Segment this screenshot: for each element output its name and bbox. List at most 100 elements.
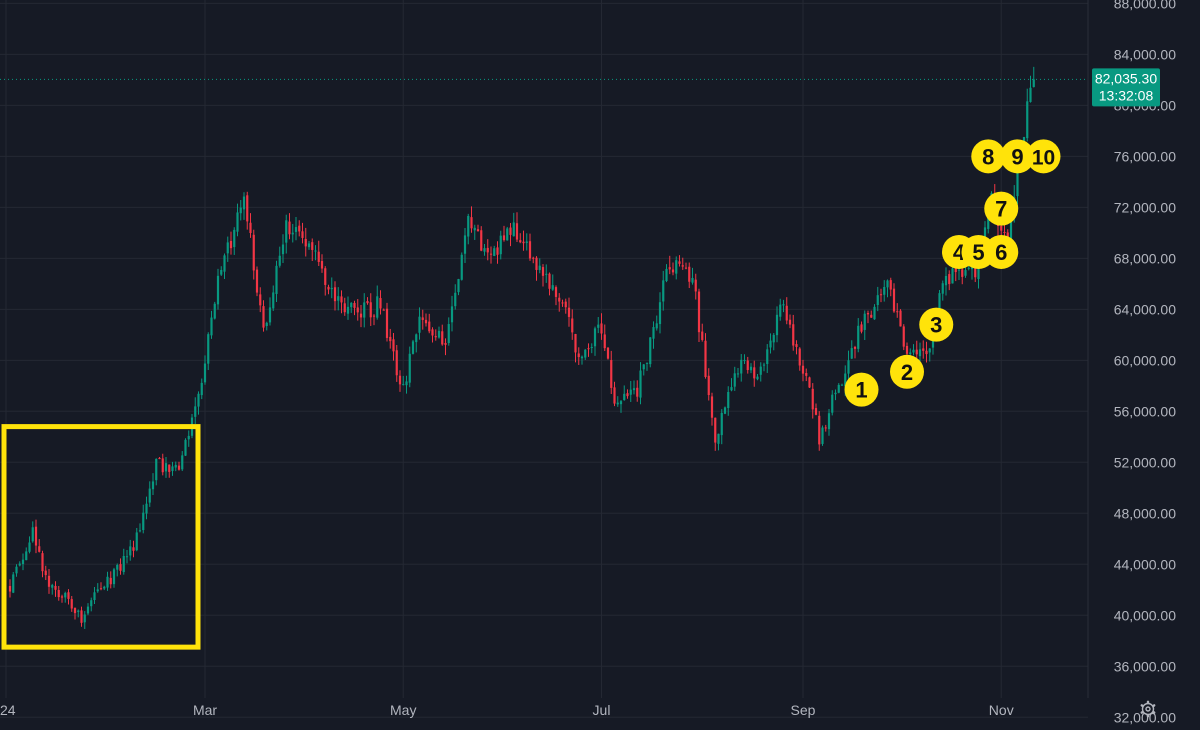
candle [278,246,281,268]
candle [678,255,681,267]
last-price-countdown: 13:32:08 [1099,87,1154,103]
candle [51,583,54,595]
candle [415,333,418,353]
candle [226,236,229,262]
y-tick-label: 76,000.00 [1114,148,1176,164]
candle [785,297,788,325]
candle [704,333,707,379]
candle [44,565,47,580]
candle [119,558,122,575]
candle [587,343,590,357]
candle [12,571,15,594]
svg-text:3: 3 [930,313,942,338]
candle [252,229,255,280]
candle [28,536,31,554]
candle [275,260,278,303]
gear-icon[interactable] [1140,700,1156,718]
candle [600,313,603,340]
candle [905,342,909,358]
candle [220,266,223,277]
candle [561,299,564,307]
candle [610,350,613,395]
candle [34,519,38,554]
svg-text:6: 6 [995,240,1007,265]
candle [746,356,749,374]
candle [551,274,554,291]
candle [337,287,340,311]
candle [246,191,249,230]
candle [151,473,155,496]
candle [655,315,658,331]
candle [603,324,606,351]
candle [639,362,642,405]
svg-text:1: 1 [855,378,867,403]
candle [463,228,467,263]
candle [870,310,873,318]
x-tick-label: May [390,702,416,718]
candle [70,595,73,612]
candle [493,245,496,257]
candle [41,550,44,578]
y-tick-label: 56,000.00 [1114,403,1176,419]
candle [38,539,41,553]
candle [441,324,444,346]
candle [1026,88,1029,142]
candle [168,464,171,478]
candle [392,332,395,361]
candle [554,285,558,306]
candle [132,540,135,558]
candle [499,230,502,260]
candle [808,376,811,389]
marker-8: 8 [971,139,1006,174]
candle [528,233,532,261]
candle [268,297,272,326]
candle [873,304,876,320]
candle [369,293,372,326]
candle [782,299,785,313]
candle [314,245,317,261]
candle [194,397,197,424]
candle [811,383,814,419]
candle [723,406,727,415]
candle [428,313,431,334]
y-tick-label: 44,000.00 [1114,556,1176,572]
candle [8,579,12,598]
candle [411,339,415,355]
candle [805,368,808,382]
candle [860,321,863,334]
candle [593,326,597,356]
candle [382,308,385,311]
candle [265,321,268,331]
candle [613,381,616,407]
candle [889,277,892,297]
time-axis[interactable]: 24 Mar May Jul Sep Nov [0,702,1014,718]
candle [665,264,668,283]
candle [64,591,67,603]
candle [766,344,769,373]
candle [925,341,928,363]
svg-text:5: 5 [972,240,984,265]
marker-1: 1 [844,372,879,407]
candle [223,253,226,280]
candle [359,305,363,328]
candle [197,391,200,415]
candle [25,547,28,561]
y-tick-label: 60,000.00 [1114,352,1176,368]
candle [327,284,330,295]
candle [239,200,242,221]
candle [203,355,207,385]
candle [769,333,772,354]
price-axis[interactable]: 32,000.00 36,000.00 40,000.00 44,000.00 48,0… [1114,0,1176,725]
candle [80,606,83,627]
candle [883,280,886,302]
candle [645,362,649,371]
candle [571,309,574,340]
candle [343,297,346,316]
svg-text:2: 2 [901,360,913,385]
y-tick-label: 72,000.00 [1114,199,1176,215]
candle [164,456,168,478]
candle [460,252,463,281]
svg-text:9: 9 [1011,144,1023,169]
candle [636,380,639,402]
